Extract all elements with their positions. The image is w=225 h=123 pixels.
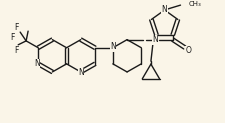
Text: O: O: [185, 46, 191, 55]
Text: N: N: [110, 42, 115, 51]
Text: N: N: [34, 59, 40, 68]
Text: F: F: [14, 23, 18, 32]
Text: N: N: [78, 68, 83, 77]
Text: F: F: [10, 33, 14, 42]
Text: CH₃: CH₃: [188, 1, 200, 7]
Text: N: N: [151, 35, 157, 44]
Text: N: N: [161, 5, 167, 14]
Text: F: F: [14, 46, 18, 55]
